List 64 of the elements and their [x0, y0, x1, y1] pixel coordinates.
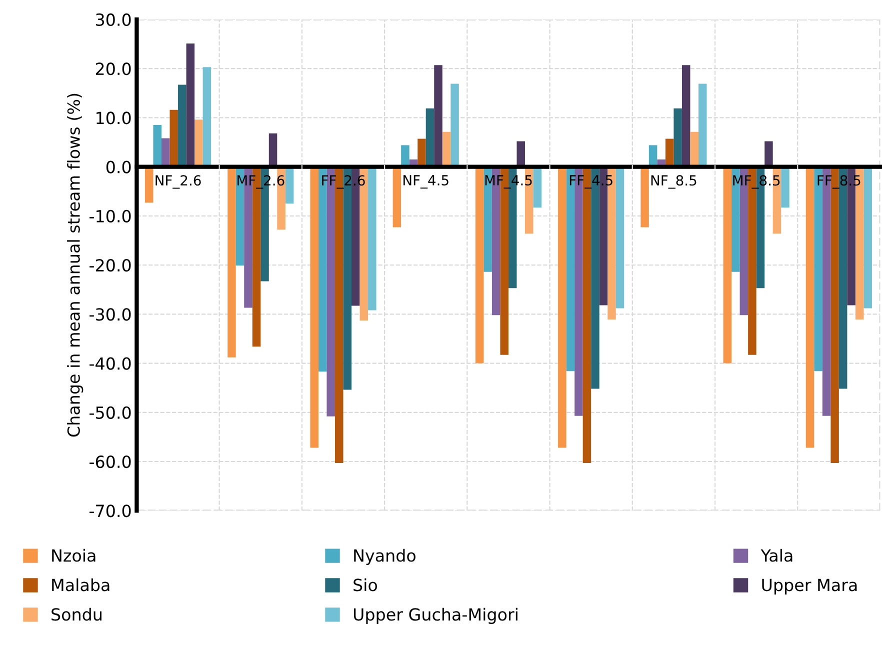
- bar: [170, 110, 178, 167]
- bar: [450, 84, 459, 167]
- y-tick-label: -10.0: [90, 210, 131, 222]
- y-tick-label: 20.0: [96, 62, 131, 76]
- x-tick-label: MF_8.5: [733, 175, 780, 189]
- y-tick-label: -20.0: [90, 258, 131, 272]
- bar: [698, 84, 707, 167]
- bar: [178, 84, 186, 167]
- legend-label: Nyando: [354, 548, 416, 566]
- x-tick-label: FF_4.5: [570, 175, 612, 189]
- bar: [285, 166, 294, 204]
- bar: [616, 166, 624, 308]
- bar: [640, 166, 649, 228]
- legend-label: Sio: [354, 578, 378, 592]
- bar: [426, 108, 434, 167]
- bar: [864, 166, 872, 308]
- legend-label: Malaba: [52, 578, 110, 592]
- bar: [442, 132, 451, 167]
- legend-label: Nzoia: [52, 548, 96, 562]
- bar: [144, 166, 154, 203]
- bar: [228, 166, 236, 358]
- bar: [268, 133, 278, 167]
- x-tick-label: NF_4.5: [404, 175, 448, 189]
- bar: [674, 108, 682, 167]
- bar: [516, 141, 525, 167]
- bar: [153, 125, 162, 167]
- bar: [186, 44, 195, 167]
- bar: [781, 166, 790, 208]
- bar: [202, 67, 212, 167]
- x-tick-label: MF_2.6: [237, 175, 284, 189]
- x-tick-label: NF_8.5: [651, 175, 696, 189]
- legend-label: Upper Gucha-Migori: [354, 608, 518, 624]
- x-tick-label: FF_8.5: [818, 175, 860, 189]
- bar: [434, 65, 442, 167]
- bar: [533, 166, 542, 208]
- y-tick-label: 10.0: [96, 112, 131, 124]
- bar: [723, 166, 732, 364]
- y-tick-label: -50.0: [90, 406, 131, 419]
- y-tick-label: 0.0: [106, 160, 131, 174]
- bar: [401, 145, 410, 167]
- y-tick-label: -60.0: [90, 455, 131, 468]
- bar: [806, 166, 814, 448]
- x-tick-label: FF_2.6: [322, 175, 365, 189]
- bar: [368, 166, 376, 310]
- y-tick-label: -40.0: [90, 357, 131, 370]
- bar: [418, 138, 426, 167]
- bar: [682, 65, 690, 167]
- bar: [392, 166, 402, 228]
- bar: [764, 141, 773, 167]
- bar: [161, 138, 170, 167]
- bar: [475, 166, 484, 364]
- legend-label: Sondu: [52, 608, 102, 621]
- y-tick-label: -70.0: [90, 504, 131, 518]
- bar: [194, 120, 203, 167]
- bar: [690, 132, 698, 167]
- y-tick-label: -30.0: [90, 308, 131, 321]
- legend-label: Yala: [760, 548, 792, 562]
- legend-label: Upper Mara: [762, 578, 857, 595]
- y-axis-title: Change in mean annual stream flows (%): [67, 94, 84, 437]
- bar: [310, 166, 318, 448]
- y-tick-label: 30.0: [96, 13, 131, 26]
- x-tick-label: NF_2.6: [156, 175, 201, 189]
- x-tick-label: MF_4.5: [485, 175, 532, 189]
- bar: [558, 166, 566, 448]
